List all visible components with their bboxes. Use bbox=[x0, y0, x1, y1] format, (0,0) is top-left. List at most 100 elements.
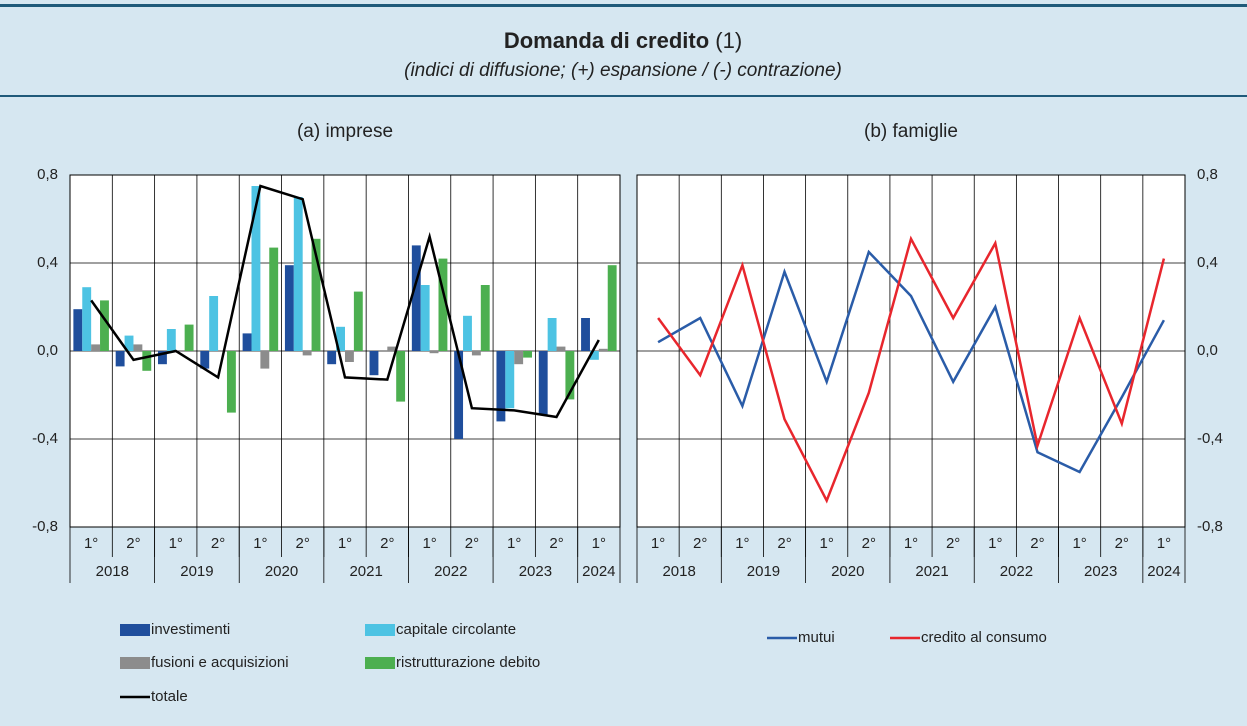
bar bbox=[565, 351, 575, 400]
year-label: 2021 bbox=[915, 563, 948, 580]
y-tick-label: -0,4 bbox=[1197, 430, 1223, 447]
x-tick-label: 1° bbox=[735, 535, 749, 552]
year-label: 2021 bbox=[349, 563, 382, 580]
bar bbox=[269, 247, 279, 351]
y-tick-label: 0,0 bbox=[1197, 342, 1218, 359]
x-tick-label: 2° bbox=[549, 535, 563, 552]
bar bbox=[242, 333, 252, 351]
x-tick-label: 2° bbox=[380, 535, 394, 552]
bar bbox=[411, 245, 421, 351]
x-tick-label: 2° bbox=[777, 535, 791, 552]
year-label: 2018 bbox=[662, 563, 695, 580]
bar bbox=[82, 287, 92, 351]
bar bbox=[100, 300, 109, 351]
figure-title: Domanda di credito (1) bbox=[504, 28, 742, 53]
x-tick-label: 1° bbox=[820, 535, 834, 552]
y-tick-label: -0,4 bbox=[32, 430, 58, 447]
x-tick-label: 1° bbox=[592, 535, 606, 552]
x-tick-label: 2° bbox=[465, 535, 479, 552]
y-tick-label: -0,8 bbox=[1197, 518, 1223, 535]
y-tick-label: -0,8 bbox=[32, 518, 58, 535]
bar bbox=[336, 326, 345, 351]
bar bbox=[369, 351, 379, 376]
bar bbox=[124, 335, 134, 351]
x-tick-label: 1° bbox=[1072, 535, 1086, 552]
line-series bbox=[657, 249, 1165, 474]
bar bbox=[514, 351, 524, 365]
bar bbox=[420, 285, 430, 351]
year-label: 2024 bbox=[582, 563, 615, 580]
line-series bbox=[657, 235, 1166, 504]
x-tick-label: 2° bbox=[1115, 535, 1129, 552]
x-tick-label: 2° bbox=[126, 535, 140, 552]
x-tick-label: 2° bbox=[946, 535, 960, 552]
bar bbox=[463, 315, 472, 351]
bar bbox=[454, 351, 464, 439]
bar bbox=[115, 351, 125, 367]
bar bbox=[547, 318, 557, 351]
x-tick-label: 2° bbox=[211, 535, 225, 552]
bar bbox=[581, 318, 590, 351]
bar bbox=[480, 285, 490, 351]
bar bbox=[589, 351, 599, 360]
y-tick-label: 0,4 bbox=[37, 254, 58, 271]
x-tick-label: 1° bbox=[169, 535, 183, 552]
year-label: 2023 bbox=[1084, 563, 1117, 580]
subplot-title: (a) imprese bbox=[297, 121, 393, 142]
year-label: 2019 bbox=[747, 563, 780, 580]
bar bbox=[293, 197, 303, 351]
bar bbox=[184, 324, 194, 351]
plot-border bbox=[636, 174, 1186, 528]
legend-label: capitale circolante bbox=[396, 621, 516, 638]
bar bbox=[158, 351, 167, 365]
figure-subtitle: (indici di diffusione; (+) espansione / … bbox=[404, 60, 842, 81]
x-tick-label: 2° bbox=[862, 535, 876, 552]
subplot-title: (b) famiglie bbox=[864, 121, 958, 142]
legend-label: investimenti bbox=[151, 621, 230, 638]
x-tick-label: 1° bbox=[338, 535, 352, 552]
y-tick-label: 0,0 bbox=[37, 342, 58, 359]
bar bbox=[607, 265, 617, 351]
x-tick-label: 1° bbox=[904, 535, 918, 552]
x-tick-label: 1° bbox=[422, 535, 436, 552]
bar bbox=[142, 351, 152, 371]
legend-swatch bbox=[120, 624, 150, 636]
bar bbox=[226, 351, 236, 413]
legend-label: mutui bbox=[798, 629, 835, 646]
bar bbox=[133, 344, 143, 351]
bar bbox=[311, 238, 321, 351]
bar bbox=[166, 329, 176, 351]
bar bbox=[438, 258, 448, 351]
bar bbox=[327, 351, 337, 365]
x-tick-label: 1° bbox=[651, 535, 665, 552]
y-tick-label: 0,4 bbox=[1197, 254, 1218, 271]
year-label: 2022 bbox=[1000, 563, 1033, 580]
bar bbox=[505, 351, 515, 409]
year-label: 2019 bbox=[180, 563, 213, 580]
x-tick-label: 2° bbox=[693, 535, 707, 552]
bar bbox=[387, 346, 397, 351]
year-label: 2020 bbox=[265, 563, 298, 580]
bar bbox=[91, 344, 101, 351]
y-tick-label: 0,8 bbox=[1197, 166, 1218, 183]
bar bbox=[429, 351, 439, 354]
legend-swatch bbox=[365, 657, 395, 669]
bar bbox=[73, 309, 83, 351]
bar bbox=[209, 296, 219, 351]
x-tick-label: 1° bbox=[1157, 535, 1171, 552]
year-label: 2022 bbox=[434, 563, 467, 580]
x-tick-label: 1° bbox=[253, 535, 267, 552]
top-rule bbox=[0, 4, 1247, 7]
legend-label: totale bbox=[151, 688, 188, 705]
legend-swatch bbox=[120, 657, 150, 669]
year-label: 2023 bbox=[519, 563, 552, 580]
bar bbox=[260, 351, 270, 369]
bar bbox=[396, 351, 406, 402]
x-tick-label: 2° bbox=[296, 535, 310, 552]
bar bbox=[200, 351, 210, 369]
bar bbox=[496, 351, 506, 422]
legend-swatch bbox=[365, 624, 395, 636]
legend-label: credito al consumo bbox=[921, 629, 1047, 646]
title-note: (1) bbox=[715, 28, 742, 53]
bar bbox=[345, 351, 354, 362]
